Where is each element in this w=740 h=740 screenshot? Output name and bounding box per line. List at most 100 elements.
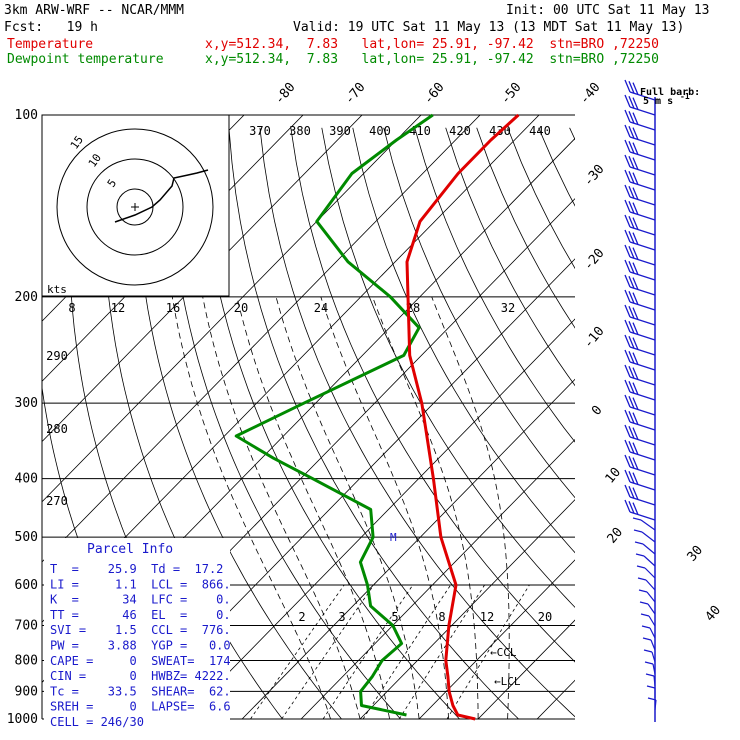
hodograph-axis-label-20: 20 bbox=[234, 301, 248, 315]
mixing-ratio-label-2: 2 bbox=[298, 610, 305, 624]
wind-barb-shaft bbox=[629, 106, 656, 116]
hodograph-axis-label-12: 12 bbox=[111, 301, 125, 315]
wind-barb-shaft bbox=[645, 579, 656, 591]
forecast-hour: Fcst: 19 h bbox=[4, 20, 98, 35]
wind-barb-flag bbox=[628, 276, 635, 289]
barb-legend-exponent: -1 bbox=[680, 92, 690, 101]
parcel-info-row: CELL = 246/30 bbox=[50, 715, 144, 729]
hodograph-trace bbox=[114, 169, 209, 223]
wind-barb-flag bbox=[632, 157, 639, 170]
wind-barb-flag bbox=[624, 229, 631, 243]
lcl-label: LCL bbox=[501, 675, 521, 688]
isotherm-side-label--10: -10 bbox=[581, 324, 608, 352]
wind-barb bbox=[624, 304, 656, 326]
wind-barb bbox=[624, 79, 656, 101]
wind-barb-shaft bbox=[654, 699, 657, 711]
wind-barb-flag bbox=[624, 439, 631, 453]
wind-barb-flag bbox=[624, 334, 631, 348]
wind-barb-flag bbox=[632, 412, 639, 425]
dry-adiabat-310 bbox=[228, 127, 520, 719]
wind-barb bbox=[624, 229, 656, 251]
wind-barb bbox=[624, 439, 656, 461]
wind-barb-shaft bbox=[629, 241, 656, 251]
wind-barb bbox=[624, 244, 656, 266]
wind-barb-shaft bbox=[629, 121, 656, 131]
isotherm-side-label-40: 40 bbox=[703, 603, 725, 625]
parcel-info-row: PW = 3.88 YGP = 0.0 bbox=[50, 639, 231, 653]
wind-barb-flag bbox=[628, 336, 635, 349]
wind-barb bbox=[642, 637, 656, 651]
wind-barb-flag bbox=[628, 486, 635, 499]
parcel-info-row: SREH = 0 LAPSE= 6.6 bbox=[50, 700, 231, 714]
wind-barb-shaft bbox=[647, 603, 656, 615]
pressure-label-300: 300 bbox=[15, 396, 38, 411]
wind-barb-flag bbox=[632, 472, 639, 485]
wind-barb-flag bbox=[640, 613, 650, 617]
dry-adiabat-360 bbox=[383, 127, 575, 499]
parcel-info-box: Parcel Info T = 25.9 Td = 17.2LI = 1.1 L… bbox=[44, 538, 231, 729]
wind-barb-flag bbox=[633, 529, 643, 533]
wind-barb-shaft bbox=[629, 196, 656, 206]
wind-barb bbox=[624, 379, 656, 401]
wind-barb-flag bbox=[624, 394, 631, 408]
wind-barb-shaft bbox=[629, 436, 656, 446]
wind-barb bbox=[624, 169, 656, 191]
wind-barb bbox=[644, 661, 656, 675]
dry-adiabat-410 bbox=[538, 127, 575, 207]
wind-barb-flag bbox=[632, 277, 639, 290]
wind-barb bbox=[624, 139, 656, 161]
wind-barb-shaft bbox=[629, 346, 656, 356]
wind-barb-flag bbox=[628, 411, 635, 424]
wind-barb-flag bbox=[632, 502, 639, 515]
wind-barb bbox=[639, 601, 656, 615]
ccl-marker: ←CCL bbox=[490, 646, 517, 659]
wind-barb-flag bbox=[624, 199, 631, 213]
wind-barb-shaft bbox=[629, 226, 656, 236]
dry-adiabat-370 bbox=[414, 127, 575, 443]
wind-barb bbox=[624, 364, 656, 386]
theta-label-370: 370 bbox=[249, 124, 271, 138]
wind-barb-flag bbox=[628, 141, 635, 154]
wind-barb bbox=[637, 577, 656, 591]
wind-barb-flag bbox=[624, 469, 631, 483]
wind-barb-flag bbox=[646, 685, 656, 689]
dewpoint-location: x,y=512.34, 7.83 lat,lon= 25.91, -97.42 … bbox=[205, 52, 659, 67]
pressure-label-200: 200 bbox=[15, 290, 38, 305]
wind-barb-flag bbox=[638, 589, 648, 593]
isotherm-label--40: -40 bbox=[577, 80, 604, 108]
moist-adiabat-25 bbox=[320, 296, 449, 719]
wind-barb bbox=[624, 154, 656, 176]
wind-barb-flag bbox=[636, 565, 646, 569]
wind-barb bbox=[624, 274, 656, 296]
dry-adiabat-400 bbox=[507, 127, 575, 270]
wind-barb-flag bbox=[628, 171, 635, 184]
wind-barb-flag bbox=[632, 352, 639, 365]
wind-barb bbox=[641, 625, 656, 639]
pressure-label-1000: 1000 bbox=[7, 712, 38, 727]
wind-barb-flag bbox=[632, 142, 639, 155]
theta-side-label-290: 290 bbox=[46, 349, 68, 363]
wind-barb-shaft bbox=[652, 663, 656, 675]
wind-barb-flag bbox=[628, 291, 635, 304]
temperature-axis-labels: -80 -70 -60 -50 -40 -30 -20 -10 0 10 20 30 40 bbox=[272, 80, 724, 625]
isotherm-side-label-10: 10 bbox=[603, 465, 625, 487]
dry-adiabat-390 bbox=[476, 127, 575, 329]
mixing-ratio-line-5 bbox=[322, 584, 414, 719]
isotherm-side-label--20: -20 bbox=[581, 246, 608, 274]
hodograph-axis-label-24: 24 bbox=[314, 301, 328, 315]
wind-barb bbox=[624, 319, 656, 341]
wind-barb bbox=[624, 109, 656, 131]
wind-barb-flag bbox=[639, 601, 649, 605]
parcel-info-row: K = 34 LFC = 0. bbox=[50, 593, 231, 607]
wind-barb-flag bbox=[628, 156, 635, 169]
wind-barb bbox=[633, 529, 656, 543]
dry-adiabat-280 bbox=[134, 127, 343, 719]
wind-barb-shaft bbox=[629, 421, 656, 431]
dry-adiabat-350 bbox=[352, 127, 575, 554]
wind-barbs bbox=[624, 79, 657, 711]
wind-barb-shaft bbox=[650, 639, 656, 651]
wind-barb-flag bbox=[645, 673, 655, 677]
wind-barb bbox=[624, 94, 656, 116]
parcel-info-row: LI = 1.1 LCL = 866. bbox=[50, 577, 231, 591]
hodograph-inset: 15 10 5 kts bbox=[41, 114, 230, 297]
